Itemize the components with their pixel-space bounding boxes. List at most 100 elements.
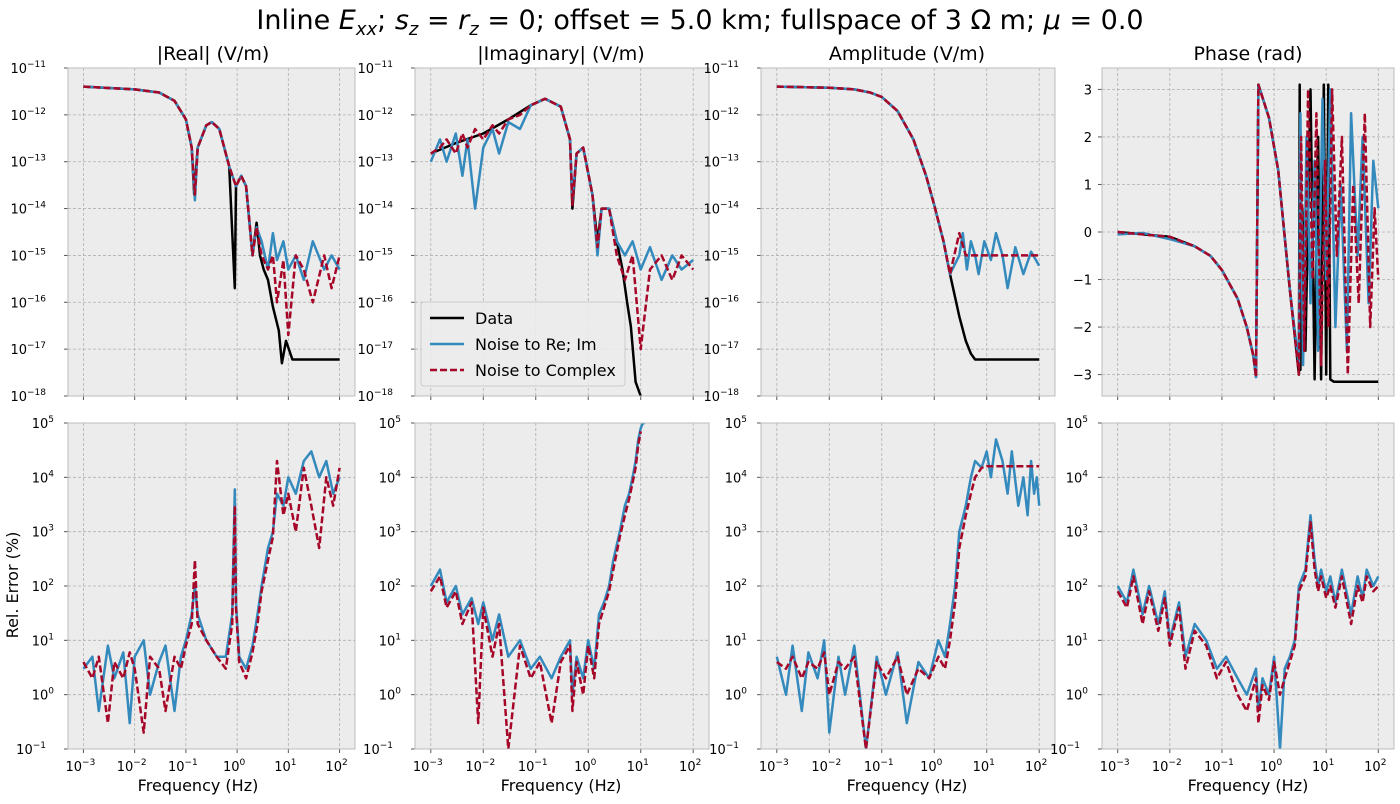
y-tick-label: 103: [32, 524, 54, 541]
y-axis-label-rel-error: Rel. Error (%): [3, 532, 22, 639]
series-group: [1117, 83, 1380, 383]
x-tick-label: 10−1: [168, 758, 198, 775]
panel-bottom-4: 10−3 10−2 10−1 100 101 102 10−1 100 101 102 103 104…: [1050, 415, 1395, 775]
panel-frame: [760, 422, 1056, 750]
y-tick-label: 103: [1066, 524, 1088, 541]
y-tick-label: 102: [1066, 578, 1088, 595]
panel-title-real: |Real| (V/m): [157, 43, 270, 65]
y-tick-label: 105: [725, 415, 747, 432]
y-tick-label: 0: [1084, 226, 1092, 241]
y-tick-label: 104: [379, 469, 402, 486]
x-tick-label: 10−2: [1152, 758, 1182, 775]
panel-bottom-2: 10−3 10−2 10−1 100 101 102 10−1 100 101 102 103 104…: [363, 415, 710, 775]
x-tick-label: 102: [1364, 758, 1386, 775]
series-line-noise-to-complex: [1117, 83, 1380, 379]
panel-background: [760, 67, 1056, 397]
panel-title-phase: Phase (rad): [1193, 43, 1302, 65]
panel-top-4: −3 −2 −1 0 1 2 3: [1073, 67, 1395, 400]
panel-background: [67, 67, 356, 397]
x-tick-label: 102: [679, 758, 701, 775]
x-tick-label: 10−3: [1100, 758, 1130, 775]
y-tick-label: 10−16: [10, 294, 46, 311]
y-tick-label: 102: [379, 578, 401, 595]
y-tick-label: 10−13: [357, 154, 393, 171]
y-tick-label: 10−18: [703, 388, 739, 405]
x-tick-label: 10−1: [518, 758, 548, 775]
panel-frame: [1101, 422, 1395, 750]
y-tick-label: 10−17: [357, 341, 393, 358]
series-line-noise-to-complex: [430, 97, 695, 351]
figure-suptitle: Inline Exx; sz = rz = 0; offset = 5.0 km…: [256, 5, 1143, 40]
y-tick-label: 10−15: [703, 247, 739, 264]
series-line-noise-to-re-im: [775, 438, 1041, 749]
y-tick-label: 1: [1084, 178, 1092, 193]
series-line-noise-to-complex: [83, 85, 341, 337]
y-tick-label: 10−14: [10, 201, 46, 218]
legend-label-data: Data: [475, 309, 513, 328]
y-tick-label: 10−11: [10, 60, 46, 77]
panel-title-imaginary: |Imaginary| (V/m): [477, 43, 644, 65]
series-group: [775, 438, 1041, 749]
x-tick-label: 100: [920, 758, 943, 775]
panel-frame: [1101, 67, 1395, 397]
y-tick-label: 10−14: [357, 201, 393, 218]
y-tick-label: 10−1: [709, 741, 739, 758]
series-line-noise-to-complex: [1116, 520, 1380, 725]
x-tick-label: 10−1: [864, 758, 894, 775]
x-axis-label-2: Frequency (Hz): [501, 776, 622, 795]
y-tick-label: 10−15: [357, 247, 393, 264]
x-tick-label: 10−2: [117, 758, 147, 775]
y-tick-label: 100: [32, 687, 55, 704]
x-tick-label: 102: [325, 758, 347, 775]
series-line-noise-to-complex: [776, 85, 1040, 276]
y-tick-label: 105: [379, 415, 401, 432]
y-tick-label: 3: [1084, 83, 1092, 98]
legend-box: [420, 301, 626, 387]
y-tick-label: 10−14: [703, 201, 739, 218]
y-tick-label: 10−15: [10, 247, 46, 264]
y-tick-label: 103: [379, 524, 401, 541]
y-tick-label: 10−1: [16, 741, 46, 758]
y-tick-label: −3: [1073, 369, 1092, 384]
series-group: [82, 450, 341, 734]
x-tick-label: 102: [1025, 758, 1047, 775]
x-tick-label: 10−3: [413, 758, 443, 775]
y-tick-label: 104: [1066, 469, 1089, 486]
panel-frame: [67, 67, 356, 397]
y-tick-label: 10−16: [703, 294, 739, 311]
series-line-noise-to-complex: [776, 464, 1040, 749]
y-tick-label: 10−16: [357, 294, 393, 311]
y-tick-label: 10−18: [357, 388, 393, 405]
x-axis-label-3: Frequency (Hz): [847, 776, 968, 795]
panel-bottom-1: 10−3 10−2 10−1 100 101 102 10−1 100 101 102 103 104…: [16, 415, 356, 775]
y-tick-label: 10−1: [1050, 741, 1080, 758]
y-tick-label: 2: [1084, 131, 1092, 146]
series-group: [429, 423, 645, 749]
series-line-noise-to-complex: [429, 431, 642, 749]
plot-panels: 10−1810−1710−1610−1510−1410−1310−1210−11…: [10, 60, 1395, 775]
panel-title-amplitude: Amplitude (V/m): [829, 43, 985, 65]
y-tick-label: 101: [32, 632, 54, 649]
x-tick-label: 10−2: [465, 758, 495, 775]
x-tick-label: 101: [627, 758, 649, 775]
x-tick-label: 10−2: [811, 758, 841, 775]
panel-frame: [414, 67, 710, 397]
y-tick-label: 101: [379, 632, 401, 649]
y-tick-label: 10−12: [703, 107, 739, 124]
legend: Data Noise to Re; Im Noise to Complex: [420, 301, 626, 387]
x-tick-label: 101: [274, 758, 296, 775]
y-tick-label: −1: [1073, 274, 1092, 289]
panel-frame: [760, 67, 1056, 397]
panel-bottom-3: 10−3 10−2 10−1 100 101 102 10−1 100 101 102 103 104…: [709, 415, 1056, 775]
panel-top-3: 10−18 10−17 10−16 10−15 10−14 10−13 10−12 10−11: [703, 60, 1056, 405]
x-tick-label: 101: [1312, 758, 1334, 775]
y-tick-label: 10−13: [10, 154, 46, 171]
panel-frame: [67, 422, 356, 750]
y-tick-label: 105: [32, 415, 54, 432]
y-tick-label: 10−11: [703, 60, 739, 77]
y-tick-label: 10−13: [703, 154, 739, 171]
y-tick-label: 102: [725, 578, 747, 595]
x-tick-label: 100: [1260, 758, 1283, 775]
legend-label-noise-complex: Noise to Complex: [475, 361, 616, 380]
